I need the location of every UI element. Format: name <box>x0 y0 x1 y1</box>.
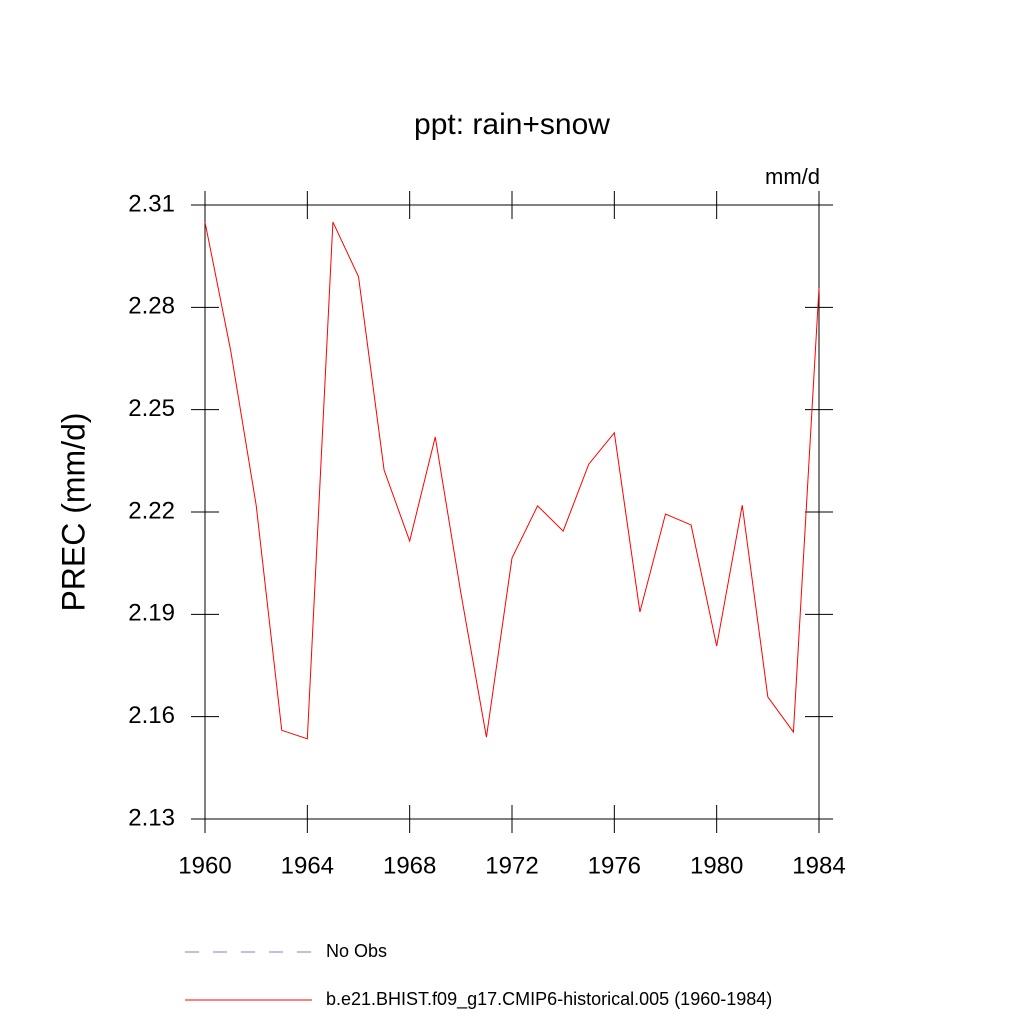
data-line <box>204 221 820 740</box>
y-axis-label: PREC (mm/d) <box>55 412 91 611</box>
y-tick-label: 2.25 <box>128 395 175 422</box>
x-tick-label: 1960 <box>178 852 231 879</box>
y-tick-label: 2.13 <box>128 804 175 831</box>
x-tick-label: 1964 <box>281 852 334 879</box>
y-tick-label: 2.22 <box>128 497 175 524</box>
y-tick-label: 2.16 <box>128 702 175 729</box>
y-tick-label: 2.28 <box>128 293 175 320</box>
legend-label: b.e21.BHIST.f09_g17.CMIP6-historical.005… <box>326 989 772 1010</box>
y-tick-label: 2.31 <box>128 190 175 217</box>
chart-title: ppt: rain+snow <box>414 108 610 141</box>
x-tick-label: 1972 <box>485 852 538 879</box>
x-tick-label: 1980 <box>690 852 743 879</box>
y-tick-label: 2.19 <box>128 600 175 627</box>
x-tick-label: 1968 <box>383 852 436 879</box>
units-label: mm/d <box>765 164 820 189</box>
legend-label: No Obs <box>326 941 387 961</box>
x-tick-label: 1984 <box>792 852 845 879</box>
x-tick-label: 1976 <box>588 852 641 879</box>
plot-frame <box>204 204 820 820</box>
